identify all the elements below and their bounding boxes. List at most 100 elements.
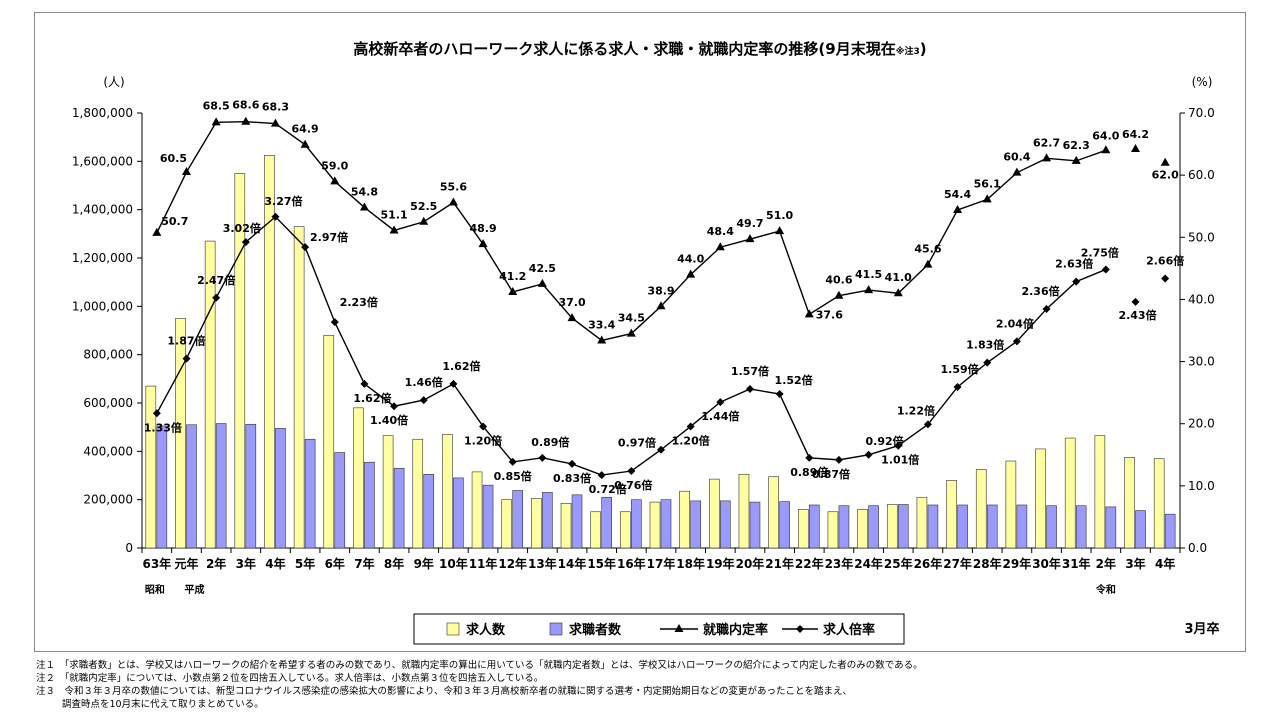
bar-job-seekers xyxy=(245,423,257,549)
bar-job-seekers xyxy=(986,504,998,549)
bar-job-openings xyxy=(234,173,246,549)
data-label-placement-rate: 41.2 xyxy=(499,270,526,283)
data-label-openings-ratio: 1.01倍 xyxy=(881,453,919,467)
data-label-openings-ratio: 1.87倍 xyxy=(167,334,205,348)
era-label: 昭和 xyxy=(145,583,165,596)
data-label-openings-ratio: 1.59倍 xyxy=(941,362,979,376)
marker-placement-rate xyxy=(775,226,785,235)
y-tick-label-right: 20.0 xyxy=(1188,417,1215,431)
x-tick-label: 63年 xyxy=(142,556,171,571)
bar-job-openings xyxy=(323,335,335,549)
footnotes: 注１ 「求職者数」とは、学校又はハローワークの紹介を希望する者のみの数であり、就… xyxy=(36,659,1266,711)
marker-placement-rate xyxy=(864,285,874,294)
data-label-openings-ratio: 0.76倍 xyxy=(614,478,652,492)
bar-job-seekers xyxy=(453,477,464,549)
x-tick-label: 4年 xyxy=(1155,556,1175,571)
bar-job-seekers xyxy=(482,484,494,549)
marker-placement-rate xyxy=(1131,144,1141,153)
bar-job-seekers xyxy=(927,504,939,549)
marker-placement-rate xyxy=(359,202,369,211)
bar-job-openings xyxy=(886,504,898,549)
x-tick-label: 12年 xyxy=(498,556,527,571)
data-label-openings-ratio: 2.75倍 xyxy=(1081,245,1119,259)
bar-job-seekers xyxy=(779,501,790,549)
x-tick-label: 17年 xyxy=(647,556,676,571)
marker-openings-ratio xyxy=(301,243,310,252)
bar-job-openings xyxy=(975,469,987,549)
data-label-placement-rate: 37.6 xyxy=(816,308,843,321)
bar-job-seekers xyxy=(571,494,583,549)
data-label-placement-rate: 50.7 xyxy=(161,215,188,228)
marker-openings-ratio xyxy=(834,455,843,464)
bar-job-seekers xyxy=(690,500,701,549)
marker-placement-rate xyxy=(715,242,725,251)
bar-job-seekers xyxy=(1075,505,1087,549)
bar-job-seekers xyxy=(304,438,316,549)
data-label-placement-rate: 40.6 xyxy=(825,274,852,287)
x-axis-unit-label: 3月卒 xyxy=(1184,621,1219,637)
x-tick-label: 22年 xyxy=(795,556,824,571)
marker-openings-ratio xyxy=(1072,277,1081,286)
x-tick-label: 24年 xyxy=(854,556,883,571)
x-tick-label: 27年 xyxy=(943,556,972,571)
marker-placement-rate xyxy=(270,118,280,127)
bar-job-seekers xyxy=(334,452,346,549)
marker-openings-ratio xyxy=(775,390,784,399)
marker-placement-rate xyxy=(537,278,547,287)
bar-job-openings xyxy=(768,476,779,549)
marker-placement-rate xyxy=(300,139,310,148)
bar-job-openings xyxy=(946,480,957,549)
x-tick-label: 15年 xyxy=(587,556,616,571)
x-tick-label: 28年 xyxy=(973,556,1002,571)
bar-job-seekers xyxy=(660,499,672,549)
marker-openings-ratio xyxy=(953,382,962,391)
bar-job-seekers xyxy=(215,423,227,549)
data-label-placement-rate: 64.9 xyxy=(292,123,319,136)
data-label-openings-ratio: 0.89倍 xyxy=(790,465,828,479)
legend-label-job-seekers: 求職者数 xyxy=(569,622,622,638)
x-tick-label: 11年 xyxy=(469,556,498,571)
marker-openings-ratio xyxy=(152,409,161,418)
data-label-placement-rate: 64.0 xyxy=(1092,129,1119,142)
data-label-openings-ratio: 1.20倍 xyxy=(464,433,502,447)
marker-openings-ratio xyxy=(864,450,873,459)
bar-job-seekers xyxy=(868,505,879,549)
chart-title: 高校新卒者のハローワーク求人に係る求人・求職・就職内定率の推移(9月末現在※注3… xyxy=(353,40,926,58)
x-tick-label: 2年 xyxy=(206,556,226,571)
data-label-openings-ratio: 0.92倍 xyxy=(866,434,904,448)
data-label-placement-rate: 44.0 xyxy=(677,253,704,266)
bar-job-seekers xyxy=(601,496,612,549)
x-tick-label: 30年 xyxy=(1032,556,1061,571)
marker-placement-rate xyxy=(656,301,666,310)
marker-placement-rate xyxy=(1042,153,1052,162)
y-tick-label-left: 400,000 xyxy=(83,444,133,458)
data-label-placement-rate: 33.4 xyxy=(588,318,615,331)
marker-openings-ratio xyxy=(1131,297,1140,306)
x-tick-label: 6年 xyxy=(325,556,345,571)
data-label-placement-rate: 52.5 xyxy=(410,200,437,213)
y-tick-label-right: 10.0 xyxy=(1188,479,1215,493)
marker-placement-rate xyxy=(893,288,903,297)
data-label-placement-rate: 49.7 xyxy=(736,217,763,230)
data-label-placement-rate: 60.5 xyxy=(160,152,187,165)
bar-job-seekers xyxy=(423,473,435,549)
y-tick-label-left: 0 xyxy=(125,541,133,555)
data-label-openings-ratio: 0.87倍 xyxy=(812,467,850,481)
data-label-openings-ratio: 2.23倍 xyxy=(340,295,378,309)
marker-placement-rate xyxy=(241,116,251,125)
data-label-openings-ratio: 1.62倍 xyxy=(353,391,391,405)
marker-openings-ratio xyxy=(1161,274,1170,283)
data-label-placement-rate: 55.6 xyxy=(440,180,467,193)
bar-job-openings xyxy=(531,498,542,549)
marker-placement-rate xyxy=(478,239,488,248)
marker-openings-ratio xyxy=(716,398,725,407)
data-label-openings-ratio: 2.66倍 xyxy=(1146,254,1184,268)
data-label-placement-rate: 62.0 xyxy=(1152,169,1179,182)
bar-job-openings xyxy=(560,502,572,549)
chart: 高校新卒者のハローワーク求人に係る求人・求職・就職内定率の推移(9月末現在※注3… xyxy=(72,40,1220,645)
bar-job-seekers xyxy=(749,501,761,549)
chart-frame xyxy=(34,12,1246,652)
bar-job-seekers xyxy=(838,505,850,549)
legend-marker-openings-ratio xyxy=(796,625,804,633)
marker-placement-rate xyxy=(982,194,992,203)
